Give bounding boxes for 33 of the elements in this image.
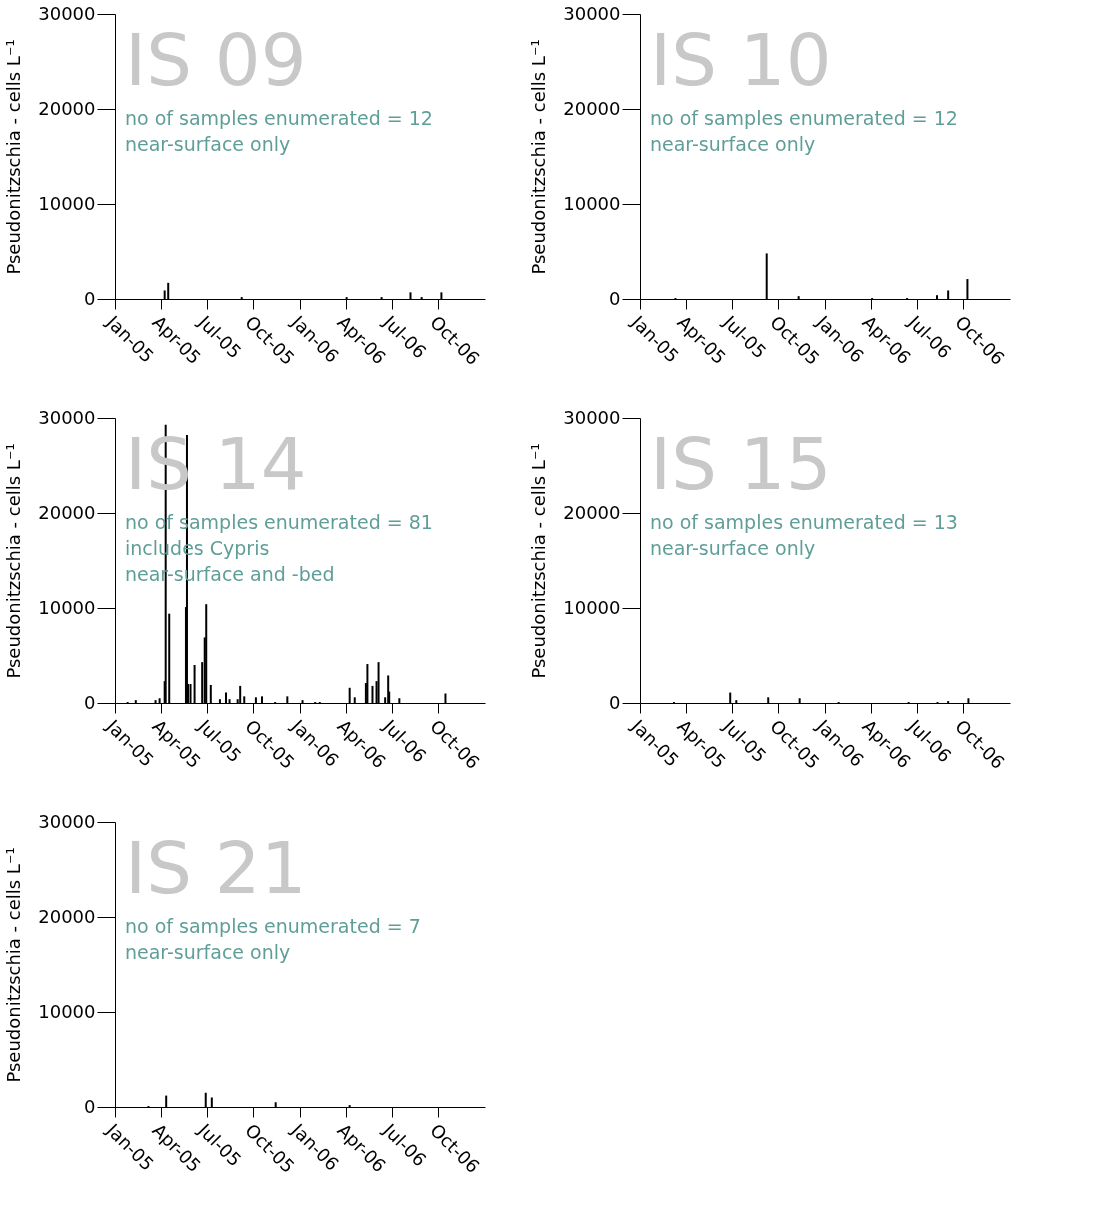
y-tick-label: 10000	[38, 596, 96, 618]
y-tick-label: 20000	[38, 501, 96, 523]
y-axis-title: Pseudonitzschia - cells L⁻¹	[3, 443, 25, 679]
y-tick-label: 0	[84, 287, 96, 309]
y-tick-label: 30000	[38, 810, 96, 832]
annotation: no of samples enumerated = 13	[650, 511, 958, 533]
y-tick-label: 30000	[563, 406, 621, 428]
y-tick-label: 20000	[563, 501, 621, 523]
y-axis-title: Pseudonitzschia - cells L⁻¹	[528, 39, 550, 275]
y-tick-label: 10000	[38, 192, 96, 214]
annotation: near-surface only	[125, 941, 291, 963]
annotation: near-surface only	[650, 537, 816, 559]
y-tick-label: 10000	[38, 1000, 96, 1022]
y-tick-label: 30000	[38, 2, 96, 24]
y-axis-title: Pseudonitzschia - cells L⁻¹	[3, 847, 25, 1083]
y-axis-title: Pseudonitzschia - cells L⁻¹	[3, 39, 25, 275]
y-tick-label: 20000	[38, 905, 96, 927]
y-tick-label: 0	[609, 691, 621, 713]
y-tick-label: 10000	[563, 192, 621, 214]
y-tick-label: 30000	[563, 2, 621, 24]
y-tick-label: 0	[84, 1095, 96, 1117]
y-tick-label: 30000	[38, 406, 96, 428]
annotation: near-surface only	[125, 133, 291, 155]
y-tick-label: 10000	[563, 596, 621, 618]
y-axis-title: Pseudonitzschia - cells L⁻¹	[528, 443, 550, 679]
y-tick-label: 20000	[563, 97, 621, 119]
annotation: no of samples enumerated = 12	[125, 107, 433, 129]
annotation: no of samples enumerated = 12	[650, 107, 958, 129]
annotation: no of samples enumerated = 7	[125, 915, 421, 937]
y-tick-label: 0	[84, 691, 96, 713]
annotation: near-surface only	[650, 133, 816, 155]
y-tick-label: 20000	[38, 97, 96, 119]
y-tick-label: 0	[609, 287, 621, 309]
